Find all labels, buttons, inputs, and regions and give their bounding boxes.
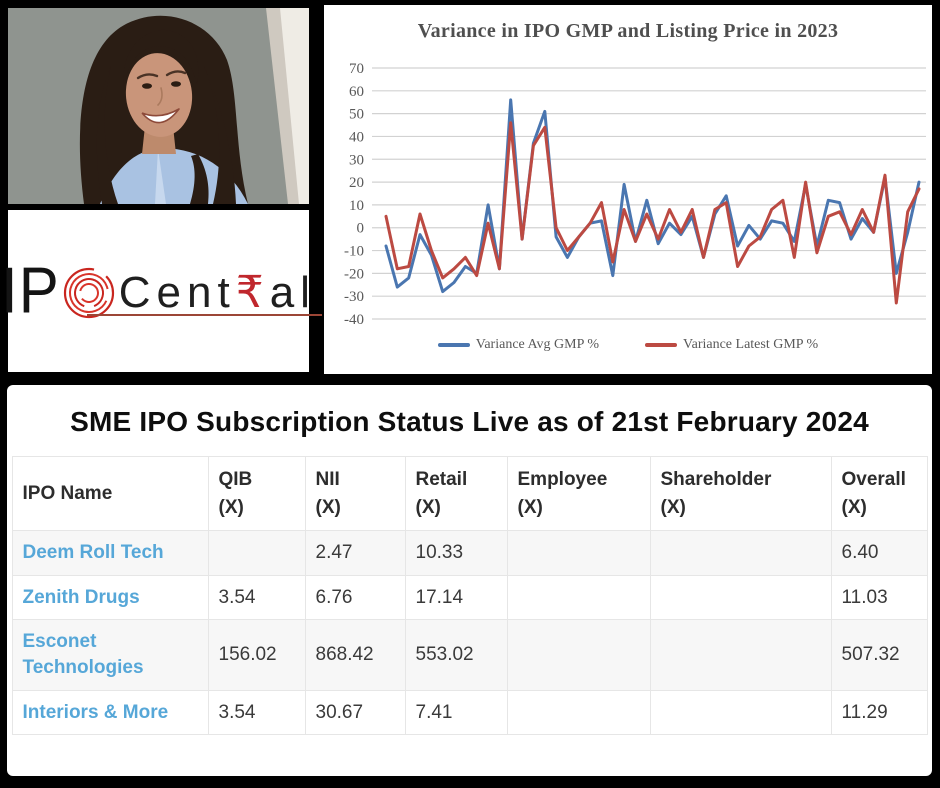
cell-ipo-name: Interiors & More	[11, 689, 209, 736]
legend-swatch	[437, 343, 470, 347]
cell-retail: 10.33	[404, 530, 508, 576]
y-axis-tick-label: 20	[349, 175, 364, 191]
y-axis-tick-label: -40	[344, 312, 364, 328]
cell-retail: 7.41	[404, 689, 508, 736]
sme-ipo-subscription-table: IPO Name QIB (X) NII (X) Retail (X) Employee (X)…	[11, 455, 928, 736]
y-axis-tick-label: 50	[349, 107, 364, 123]
table-row: Esconet Technologies 156.02 868.42 553.02 50…	[11, 619, 928, 691]
cell-shareholder	[649, 574, 832, 621]
cell-nii: 2.47	[304, 530, 406, 576]
y-axis-tick-label: 30	[349, 152, 364, 168]
series-line-0	[384, 98, 921, 294]
legend-label: Variance Latest GMP %	[683, 337, 819, 352]
gmp-variance-line-chart: 70 60 50 40 30 20 10 0 -10 -20 -30 -40	[344, 61, 926, 328]
cell-employee	[506, 619, 651, 691]
column-header-nii: NII (X)	[304, 455, 406, 532]
y-axis-tick-label: 60	[349, 84, 364, 100]
table-row: Zenith Drugs 3.54 6.76 17.14 11.03	[11, 574, 928, 621]
column-header-qib: QIB (X)	[207, 455, 306, 532]
table-row: Deem Roll Tech 2.47 10.33 6.40	[11, 530, 928, 576]
table-title: SME IPO Subscription Status Live as of 2…	[70, 406, 869, 437]
logo-text-ip: IP	[1, 254, 60, 327]
ipo-name-link[interactable]: Zenith Drugs	[22, 586, 140, 608]
cell-employee	[506, 530, 651, 576]
logo-spiral-o-icon	[61, 265, 117, 326]
cell-ipo-name: Esconet Technologies	[11, 619, 209, 691]
series-line-1	[384, 121, 921, 305]
y-axis-tick-label: -10	[344, 244, 364, 260]
legend-item: Variance Avg GMP %	[437, 337, 600, 353]
cell-ipo-name: Zenith Drugs	[11, 574, 209, 621]
chart-legend: Variance Avg GMP % Variance Latest GMP %	[324, 337, 932, 353]
cell-qib	[207, 530, 306, 576]
logo-text-central: Cent₹al	[119, 271, 316, 315]
logo-text-cent: Cent	[118, 268, 236, 317]
ipo-name-link[interactable]: Interiors & More	[22, 701, 169, 723]
chart-title: Variance in IPO GMP and Listing Price in…	[417, 20, 839, 42]
y-axis-tick-label: 0	[357, 221, 365, 237]
subscription-table-panel: SME IPO Subscription Status Live as of 2…	[7, 385, 932, 776]
legend-item: Variance Latest GMP %	[645, 337, 818, 353]
column-header-overall: Overall (X)	[830, 455, 928, 532]
cell-overall: 11.03	[830, 574, 928, 621]
cell-nii: 30.67	[304, 689, 406, 736]
cell-qib: 3.54	[207, 689, 306, 736]
rupee-symbol: ₹	[235, 268, 270, 317]
y-axis-tick-label: 10	[349, 198, 364, 214]
cell-retail: 17.14	[404, 574, 508, 621]
legend-swatch	[645, 343, 678, 347]
column-header-retail: Retail (X)	[404, 455, 508, 532]
cell-shareholder	[649, 619, 832, 691]
cell-nii: 868.42	[304, 619, 406, 691]
cell-overall: 507.32	[830, 619, 928, 691]
cell-ipo-name: Deem Roll Tech	[11, 530, 209, 576]
cell-qib: 3.54	[207, 574, 306, 621]
cell-shareholder	[649, 530, 832, 576]
cell-retail: 553.02	[404, 619, 508, 691]
logo-text-al: al	[269, 268, 316, 317]
legend-label: Variance Avg GMP %	[475, 337, 600, 352]
cell-nii: 6.76	[304, 574, 406, 621]
portrait-photo	[8, 8, 309, 204]
cell-overall: 11.29	[830, 689, 928, 736]
y-axis-tick-label: -30	[344, 289, 364, 305]
column-header-employee: Employee (X)	[506, 455, 651, 532]
ipo-name-link[interactable]: Deem Roll Tech	[22, 542, 164, 564]
ipo-central-logo-panel: IP Cent₹al	[1, 210, 322, 372]
column-header-ipo-name: IPO Name	[11, 455, 209, 532]
table-row: Interiors & More 3.54 30.67 7.41 11.29	[11, 689, 928, 736]
y-axis-tick-label: 70	[349, 61, 364, 77]
y-axis-tick-label: -20	[344, 266, 364, 282]
cell-employee	[506, 574, 651, 621]
cell-employee	[506, 689, 651, 736]
table-header: IPO Name QIB (X) NII (X) Retail (X) Employee (X)…	[11, 455, 928, 532]
cell-qib: 156.02	[207, 619, 306, 691]
logo-underline	[87, 314, 322, 316]
cell-shareholder	[649, 689, 832, 736]
cell-overall: 6.40	[830, 530, 928, 576]
portrait-illustration	[8, 8, 309, 204]
gmp-variance-chart-panel: Variance in IPO GMP and Listing Price in…	[324, 5, 932, 374]
y-axis-tick-label: 40	[349, 129, 364, 145]
column-header-shareholder: Shareholder (X)	[649, 455, 832, 532]
ipo-name-link[interactable]: Esconet Technologies	[22, 631, 144, 679]
ipo-central-logo: IP Cent₹al	[1, 252, 322, 330]
